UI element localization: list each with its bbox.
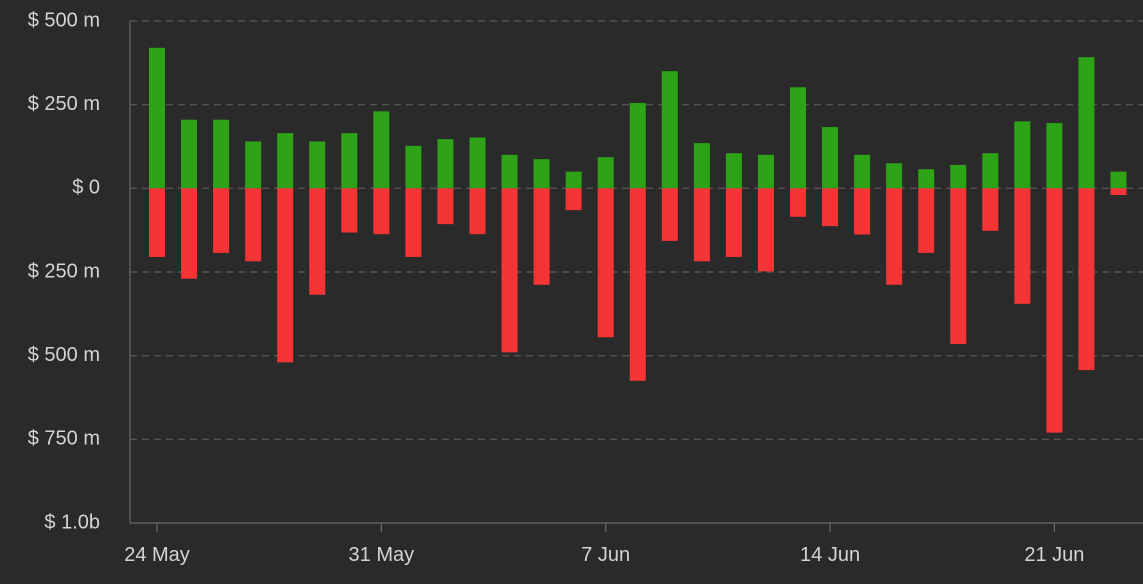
- x-tick-label: 21 Jun: [1024, 544, 1084, 566]
- outflow-bar[interactable]: [1014, 188, 1031, 304]
- outflow-bar[interactable]: [982, 188, 999, 231]
- outflow-bar[interactable]: [245, 188, 262, 262]
- inflow-bar[interactable]: [822, 127, 839, 189]
- outflow-bar[interactable]: [629, 188, 646, 381]
- bars: [149, 47, 1127, 433]
- y-tick-label: $ 1.0b: [44, 511, 100, 533]
- y-tick-label: $ 500 m: [28, 9, 100, 31]
- inflow-bar[interactable]: [565, 171, 582, 189]
- inflow-bar[interactable]: [501, 154, 518, 189]
- inflow-bar[interactable]: [661, 71, 678, 189]
- outflow-bar[interactable]: [341, 188, 358, 233]
- outflow-bar[interactable]: [1046, 188, 1063, 433]
- outflow-bar[interactable]: [950, 188, 967, 344]
- outflow-bar[interactable]: [149, 188, 165, 257]
- outflow-bar[interactable]: [790, 188, 806, 217]
- inflow-bar[interactable]: [982, 153, 999, 189]
- inflow-bar[interactable]: [790, 87, 806, 189]
- y-tick-label: $ 750 m: [28, 428, 100, 450]
- inflow-bar[interactable]: [886, 163, 903, 189]
- inflow-bar[interactable]: [373, 111, 390, 189]
- inflow-bar[interactable]: [533, 159, 550, 189]
- inflow-bar[interactable]: [1078, 57, 1095, 189]
- x-tick-label: 24 May: [124, 544, 190, 566]
- y-tick-label: $ 500 m: [28, 344, 100, 366]
- outflow-bar[interactable]: [886, 188, 903, 285]
- inflow-bar[interactable]: [277, 133, 294, 189]
- outflow-bar[interactable]: [405, 188, 422, 257]
- inflow-bar[interactable]: [950, 164, 967, 189]
- outflow-bar[interactable]: [918, 188, 935, 253]
- outflow-bar[interactable]: [1110, 188, 1127, 196]
- outflow-bar[interactable]: [437, 188, 454, 225]
- inflow-bar[interactable]: [309, 141, 326, 189]
- inflow-bar[interactable]: [149, 47, 165, 189]
- inflow-bar[interactable]: [469, 137, 486, 189]
- outflow-bar[interactable]: [725, 188, 742, 257]
- inflow-bar[interactable]: [725, 153, 742, 189]
- inflow-bar[interactable]: [181, 119, 198, 189]
- x-tick-label: 31 May: [349, 544, 415, 566]
- outflow-bar[interactable]: [661, 188, 678, 241]
- inflow-bar[interactable]: [597, 157, 614, 189]
- y-tick-label: $ 0: [72, 177, 100, 199]
- inflow-bar[interactable]: [213, 119, 230, 189]
- inflow-bar[interactable]: [437, 139, 454, 189]
- outflow-bar[interactable]: [533, 188, 550, 285]
- axes: [129, 21, 1143, 532]
- inflow-bar[interactable]: [1110, 171, 1127, 189]
- inflow-bar[interactable]: [918, 169, 935, 189]
- y-tick-label: $ 250 m: [28, 260, 100, 282]
- x-axis-tick-labels: 24 May 31 May 7 Jun 14 Jun 21 Jun: [124, 544, 1084, 566]
- x-tick-label: 7 Jun: [581, 544, 630, 566]
- outflow-bar[interactable]: [822, 188, 839, 227]
- inflow-bar[interactable]: [629, 102, 646, 189]
- y-axis-tick-labels: $ 500 m $ 250 m $ 0 $ 250 m $ 500 m $ 750 m $ …: [28, 9, 100, 533]
- outflow-bar[interactable]: [181, 188, 198, 279]
- outflow-bar[interactable]: [277, 188, 294, 363]
- inflow-bar[interactable]: [757, 154, 774, 189]
- outflow-bar[interactable]: [854, 188, 871, 235]
- outflow-bar[interactable]: [501, 188, 518, 353]
- outflow-bar[interactable]: [469, 188, 486, 235]
- inflow-bar[interactable]: [245, 141, 262, 189]
- x-tick-label: 14 Jun: [800, 544, 860, 566]
- outflow-bar[interactable]: [597, 188, 614, 338]
- inflow-bar[interactable]: [693, 143, 710, 189]
- outflow-bar[interactable]: [309, 188, 326, 295]
- y-tick-label: $ 250 m: [28, 93, 100, 115]
- outflow-bar[interactable]: [1078, 188, 1095, 371]
- outflow-bar[interactable]: [757, 188, 774, 272]
- inflow-bar[interactable]: [1046, 123, 1063, 189]
- outflow-bar[interactable]: [373, 188, 390, 235]
- inflow-bar[interactable]: [854, 154, 871, 189]
- outflow-bar[interactable]: [213, 188, 230, 253]
- outflow-bar[interactable]: [693, 188, 710, 262]
- outflow-bar[interactable]: [565, 188, 582, 211]
- inflow-bar[interactable]: [1014, 121, 1031, 189]
- inflow-bar[interactable]: [405, 145, 422, 189]
- inflow-bar[interactable]: [341, 133, 358, 189]
